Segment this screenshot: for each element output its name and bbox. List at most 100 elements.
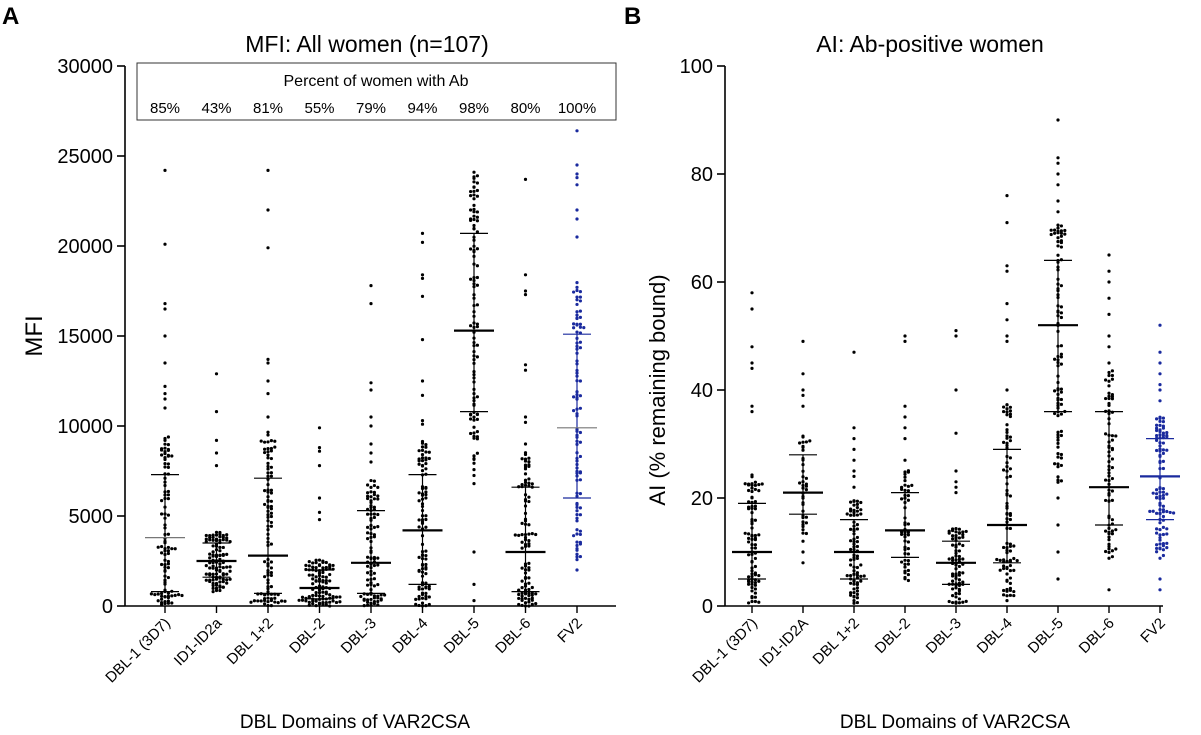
data-point xyxy=(575,552,579,556)
data-point xyxy=(166,545,170,550)
data-point xyxy=(369,388,373,392)
data-point xyxy=(314,561,318,565)
data-point xyxy=(575,516,579,520)
data-point xyxy=(849,573,853,578)
data-point xyxy=(575,509,579,513)
data-point xyxy=(475,188,479,193)
data-point xyxy=(266,467,270,471)
data-point xyxy=(472,473,476,478)
data-point xyxy=(166,448,170,453)
data-point xyxy=(472,207,476,211)
x-tick-label: ID1-ID2A xyxy=(756,615,812,671)
data-point xyxy=(420,601,425,605)
data-point xyxy=(424,604,428,608)
data-point xyxy=(903,483,907,487)
data-point xyxy=(211,550,215,554)
data-point xyxy=(1104,396,1108,401)
data-point xyxy=(903,415,907,419)
data-point xyxy=(376,603,380,607)
data-point xyxy=(311,577,315,581)
data-point xyxy=(166,493,170,497)
data-point xyxy=(218,538,222,542)
data-point xyxy=(472,457,476,461)
data-point xyxy=(1110,489,1114,493)
data-point xyxy=(750,404,754,408)
data-point xyxy=(156,545,160,549)
data-point xyxy=(1110,438,1114,442)
data-point xyxy=(575,540,579,544)
data-point xyxy=(163,406,167,410)
data-point xyxy=(1005,339,1009,343)
data-point xyxy=(961,532,965,537)
data-point xyxy=(1005,264,1009,268)
data-point xyxy=(575,280,579,285)
data-point xyxy=(957,536,962,540)
data-point xyxy=(523,601,528,605)
data-point xyxy=(849,513,853,517)
data-point xyxy=(163,449,167,454)
data-point xyxy=(372,533,376,537)
data-point xyxy=(1059,245,1063,249)
data-point xyxy=(1059,387,1063,391)
data-point xyxy=(1059,463,1063,468)
data-point xyxy=(160,562,164,567)
data-point xyxy=(475,247,479,251)
data-point xyxy=(1161,496,1165,500)
data-point xyxy=(424,485,428,490)
data-point xyxy=(334,595,339,599)
y-tick-label: 5000 xyxy=(69,506,114,528)
data-point xyxy=(1008,542,1013,546)
data-point xyxy=(366,600,370,604)
data-point xyxy=(906,484,911,488)
percent-labels: 85% 43% 81% 55% 79% 94% 98% 80% 100% xyxy=(150,100,596,117)
data-point xyxy=(1005,388,1009,392)
data-point xyxy=(469,417,473,421)
data-point xyxy=(1104,498,1108,503)
data-point xyxy=(376,582,380,587)
data-point xyxy=(1155,417,1159,421)
data-point xyxy=(906,559,911,563)
data-point xyxy=(1158,399,1162,403)
panel-b: B AI: Ab-positive women AI (% remaining … xyxy=(624,3,1180,733)
data-point xyxy=(166,559,170,564)
data-point xyxy=(578,430,583,435)
data-point xyxy=(1008,517,1013,522)
data-point xyxy=(420,439,425,444)
data-point xyxy=(575,505,579,509)
data-point xyxy=(578,492,583,496)
data-point xyxy=(166,551,170,556)
data-point xyxy=(575,519,579,523)
data-point xyxy=(266,168,270,172)
data-point xyxy=(1056,523,1060,527)
data-point xyxy=(317,558,322,562)
data-point xyxy=(472,599,476,603)
data-point xyxy=(1158,388,1162,392)
y-axis-label-b: AI (% remaining bound) xyxy=(645,274,670,505)
data-point xyxy=(575,313,579,317)
data-point xyxy=(1158,433,1162,437)
data-point xyxy=(1005,446,1009,450)
data-point xyxy=(753,480,758,484)
data-point xyxy=(1059,234,1063,238)
data-point xyxy=(520,579,524,583)
data-point xyxy=(362,604,366,608)
data-point xyxy=(1008,526,1013,531)
data-point xyxy=(314,591,318,595)
data-point xyxy=(263,560,267,564)
x-tick-label: DBL 1+2 xyxy=(224,615,277,668)
y-axis-a: 0 5000 10000 15000 20000 25000 30000 xyxy=(57,56,126,618)
data-point xyxy=(527,576,531,580)
data-point xyxy=(753,564,758,569)
data-point xyxy=(1107,370,1111,375)
data-point xyxy=(1012,589,1016,594)
data-point xyxy=(906,489,911,493)
data-point xyxy=(1005,566,1009,571)
data-point xyxy=(753,599,758,604)
data-point xyxy=(1158,588,1162,592)
data-point xyxy=(1110,373,1114,378)
data-point xyxy=(1161,426,1165,430)
data-point xyxy=(420,422,425,426)
data-point xyxy=(417,449,421,453)
data-point xyxy=(760,482,764,486)
data-point xyxy=(750,307,754,311)
